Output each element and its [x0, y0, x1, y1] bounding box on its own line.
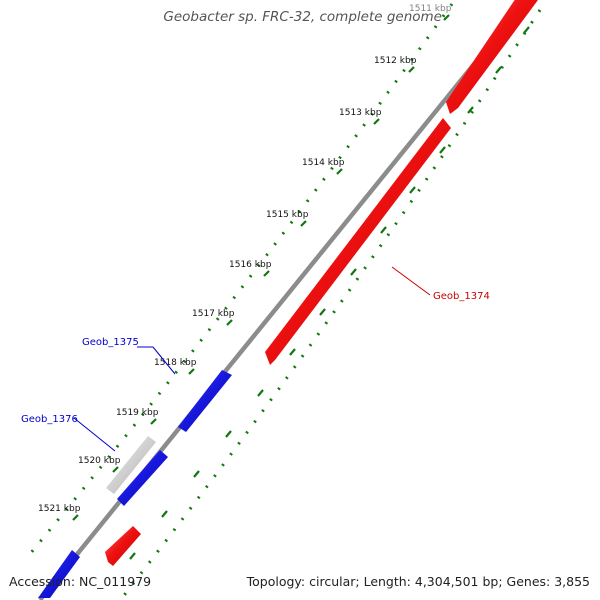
- major-tick-outer: [523, 26, 530, 34]
- major-ticks-outer: [129, 26, 530, 560]
- major-tick-outer: [495, 66, 502, 74]
- gene-label-geob-1375[interactable]: Geob_1375: [82, 337, 139, 348]
- major-tick-outer: [380, 226, 387, 234]
- major-tick-outer: [289, 348, 296, 356]
- tick-label: 1516 kbp: [229, 260, 272, 270]
- tick-dots-inner: [23, 3, 454, 561]
- gene-label-geob-1374[interactable]: Geob_1374: [433, 291, 490, 302]
- tick-label: 1511 kbp: [409, 4, 452, 14]
- major-tick-inner: [408, 66, 415, 73]
- major-tick-outer: [129, 552, 136, 560]
- major-tick-outer: [257, 389, 264, 397]
- major-tick-outer: [161, 510, 168, 518]
- tick-label: 1517 kbp: [192, 309, 235, 319]
- major-tick-inner: [336, 168, 343, 175]
- major-tick-inner: [263, 270, 270, 277]
- major-tick-inner: [226, 319, 233, 326]
- gene-geob-1374[interactable]: [265, 118, 451, 365]
- callout-line-geob-1375b: [152, 346, 176, 375]
- tick-label: 1520 kbp: [78, 456, 121, 466]
- tick-label: 1519 kbp: [116, 408, 159, 418]
- major-tick-inner: [72, 514, 79, 521]
- gene-geob-1376[interactable]: [117, 450, 168, 506]
- tick-label: 1514 kbp: [302, 158, 345, 168]
- major-tick-outer: [319, 308, 326, 316]
- major-tick-inner: [443, 14, 450, 21]
- major-tick-outer: [193, 470, 200, 478]
- tick-label: 1518 kbp: [154, 358, 197, 368]
- major-ticks-inner: [72, 14, 450, 521]
- major-tick-inner: [188, 368, 195, 375]
- tick-label: 1512 kbp: [374, 56, 417, 66]
- gene-label-geob-1376[interactable]: Geob_1376: [21, 414, 78, 425]
- gene-reverse-bottom[interactable]: [38, 550, 80, 598]
- major-tick-inner: [150, 418, 157, 425]
- major-tick-inner: [300, 220, 307, 227]
- major-tick-inner: [373, 118, 380, 125]
- major-tick-outer: [467, 106, 474, 114]
- major-tick-inner: [112, 466, 119, 473]
- callout-line-geob-1376: [73, 417, 116, 452]
- tick-label: 1515 kbp: [266, 210, 309, 220]
- gene-forward-top[interactable]: [446, 0, 538, 114]
- gene-geob-1375[interactable]: [178, 370, 232, 432]
- reverse-strand-genes: [38, 370, 232, 598]
- major-tick-outer: [350, 268, 357, 276]
- tick-label: 1521 kbp: [38, 504, 81, 514]
- major-tick-outer: [225, 430, 232, 438]
- forward-strand-genes: [105, 0, 538, 566]
- tick-label: 1513 kbp: [339, 108, 382, 118]
- major-tick-outer: [409, 186, 416, 194]
- major-tick-outer: [439, 146, 446, 154]
- gene-forward-bottom[interactable]: [105, 526, 141, 566]
- accession-label: Accession: NC_011979: [9, 574, 152, 589]
- callout-line-geob-1374: [391, 266, 431, 296]
- gene-other-grey[interactable]: [106, 436, 156, 494]
- genome-summary: Topology: circular; Length: 4,304,501 bp…: [246, 574, 590, 589]
- tick-labels: 1511 kbp 1512 kbp 1513 kbp 1514 kbp 1515 kbp…: [38, 4, 452, 514]
- tick-dots-outer: [120, 9, 542, 599]
- page-title: Geobacter sp. FRC-32, complete genome: [163, 9, 442, 25]
